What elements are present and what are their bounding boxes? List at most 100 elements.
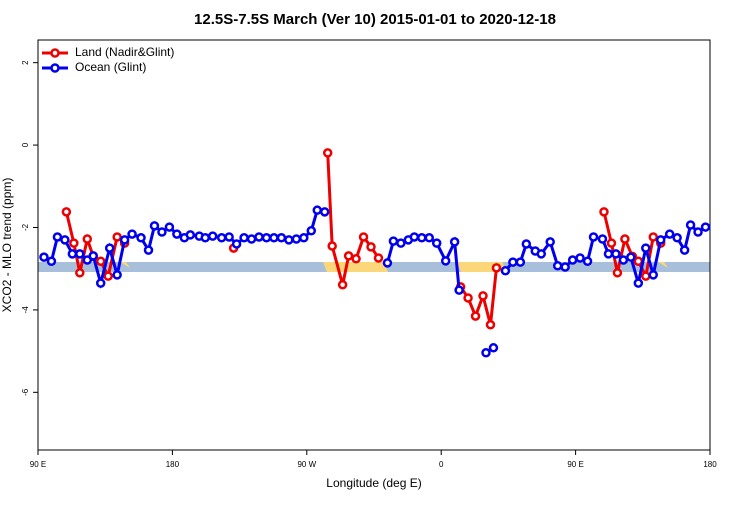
data-point <box>488 343 499 353</box>
data-point <box>39 252 49 262</box>
data-point <box>440 256 451 266</box>
land-band <box>658 262 668 268</box>
data-point <box>618 255 629 265</box>
data-point <box>95 278 106 288</box>
data-point <box>567 255 578 265</box>
data-point <box>104 243 115 253</box>
data-point <box>239 233 249 243</box>
x-tick-label: 180 <box>166 460 180 469</box>
data-point <box>633 256 644 267</box>
data-point <box>575 253 585 263</box>
data-point <box>337 280 348 290</box>
x-tick-label: 180 <box>703 460 717 469</box>
data-point <box>515 257 526 267</box>
data-point <box>112 232 122 242</box>
data-point <box>46 256 57 267</box>
data-point <box>417 233 427 243</box>
data-point <box>424 233 435 243</box>
data-point <box>67 249 78 259</box>
y-tick-label: -2 <box>21 223 30 231</box>
x-tick-label: 90 E <box>30 460 46 469</box>
data-point <box>322 148 333 158</box>
data-point <box>254 232 264 242</box>
x-axis-label: Longitude (deg E) <box>326 476 421 490</box>
data-point <box>112 270 122 280</box>
surface-band <box>38 262 710 272</box>
data-point <box>655 235 666 245</box>
data-point <box>343 251 354 261</box>
data-point <box>351 254 361 264</box>
data-point <box>231 239 242 249</box>
data-point <box>648 270 659 280</box>
data-point <box>61 207 72 217</box>
data-point <box>299 233 309 243</box>
data-point <box>291 234 302 244</box>
data-point <box>200 233 211 243</box>
data-point <box>582 256 593 267</box>
data-point <box>269 233 279 243</box>
data-point <box>449 237 460 247</box>
data-point <box>319 207 330 217</box>
legend-label: Land (Nadir&Glint) <box>75 45 174 59</box>
y-tick-label: -4 <box>21 306 30 314</box>
data-point <box>284 235 294 245</box>
data-point <box>306 226 317 236</box>
data-point <box>149 221 160 231</box>
x-tick-label: 90 E <box>567 460 583 469</box>
legend-marker <box>50 63 60 73</box>
data-point <box>431 238 442 248</box>
data-point <box>358 232 369 242</box>
x-tick-label: 0 <box>439 460 444 469</box>
data-point <box>620 234 630 244</box>
data-point <box>552 261 563 271</box>
data-point <box>588 232 599 242</box>
data-point <box>672 233 682 243</box>
x-tick-label: 90 W <box>297 460 316 469</box>
legend-label: Ocean (Glint) <box>75 60 146 74</box>
data-point <box>606 238 617 248</box>
data-point <box>597 234 608 244</box>
y-axis-label: XCO2 - MLO trend (ppm) <box>0 178 14 313</box>
data-point <box>75 268 85 278</box>
data-point <box>373 253 384 263</box>
data-point <box>207 231 218 241</box>
data-point <box>276 233 287 243</box>
data-point <box>463 293 473 303</box>
data-point <box>500 266 511 276</box>
data-point <box>60 235 70 245</box>
data-point <box>633 278 644 288</box>
data-point <box>409 232 420 242</box>
data-point <box>545 237 555 247</box>
data-point <box>612 268 623 278</box>
data-point <box>143 245 154 255</box>
data-point <box>172 229 182 239</box>
data-point <box>88 251 99 261</box>
data-point <box>82 234 93 244</box>
y-tick-label: -6 <box>21 388 30 396</box>
data-point <box>700 222 711 232</box>
data-point <box>664 229 675 239</box>
data-point <box>52 232 63 242</box>
data-point <box>312 205 323 215</box>
data-point <box>454 285 464 295</box>
data-point <box>224 232 234 242</box>
data-point <box>641 243 651 253</box>
data-point <box>119 235 130 245</box>
data-point <box>478 291 488 301</box>
data-point <box>327 241 337 251</box>
data-point <box>611 249 621 259</box>
data-point <box>536 249 547 259</box>
data-point <box>95 256 106 267</box>
legend: Land (Nadir&Glint)Ocean (Glint) <box>42 45 174 74</box>
data-point <box>136 233 146 243</box>
data-point <box>69 238 79 248</box>
data-point <box>216 233 227 243</box>
data-point <box>648 232 659 242</box>
data-point <box>641 271 651 281</box>
data-point <box>246 234 257 244</box>
data-point <box>679 245 690 255</box>
data-point <box>491 263 502 273</box>
data-point <box>185 230 196 240</box>
data-point <box>485 319 496 330</box>
